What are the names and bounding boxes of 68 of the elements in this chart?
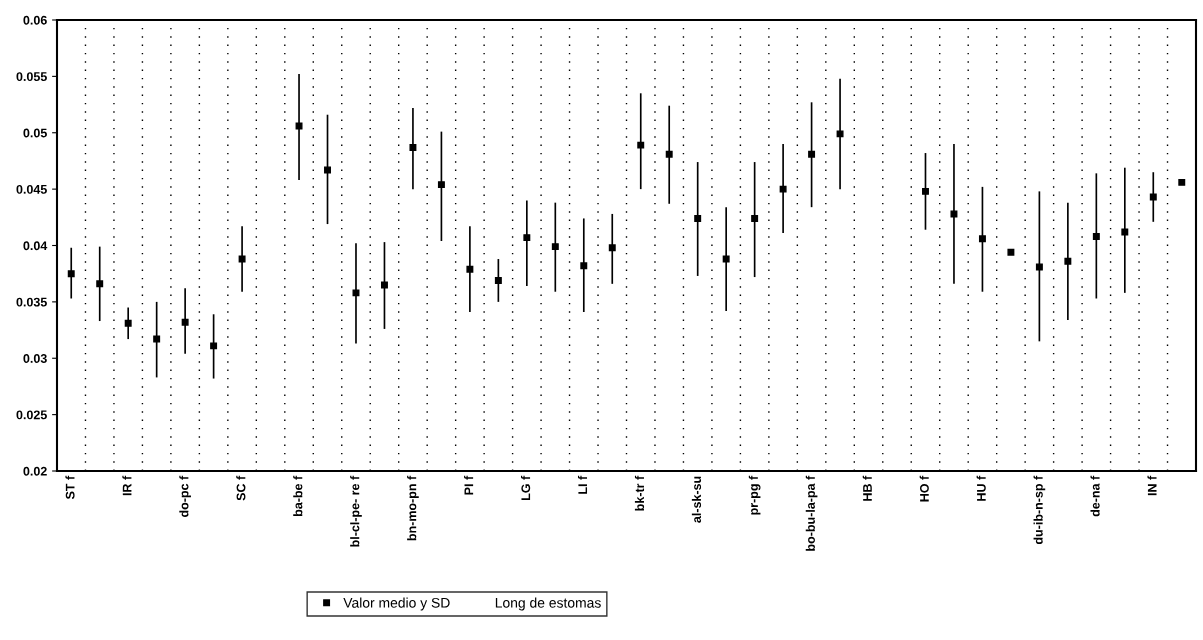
point — [124, 319, 132, 327]
y-tick-label: 0.03 — [23, 354, 47, 363]
x-tick-label: SC f — [236, 475, 246, 501]
point — [494, 276, 502, 284]
point — [295, 122, 303, 130]
point — [722, 255, 730, 263]
point — [779, 185, 787, 193]
point — [437, 181, 445, 189]
y-tick-label: 0.055 — [16, 72, 47, 82]
point — [523, 234, 531, 242]
x-tick-label: bl-cl-pe- re f — [350, 475, 362, 547]
x-tick-label: PI f — [464, 475, 474, 495]
x-tick-label: do-pc f — [179, 475, 191, 517]
point — [324, 166, 331, 174]
point — [637, 141, 645, 149]
x-tick-label: du-ib-n-sp f — [1033, 475, 1046, 545]
point — [580, 262, 588, 270]
point — [67, 270, 75, 278]
x-tick-label: LG f — [521, 475, 531, 501]
x-tick-label: IR f — [122, 475, 132, 496]
point — [210, 342, 218, 350]
y-tick-label: 0.035 — [16, 297, 47, 307]
x-tick-label: ba-be f — [293, 475, 303, 517]
legend-label: Valor medio y SD — [343, 597, 450, 611]
point — [352, 289, 360, 297]
point — [1007, 248, 1015, 256]
point — [608, 244, 616, 252]
point — [751, 214, 759, 222]
y-tick-label: 0.05 — [23, 128, 47, 138]
y-tick-label: 0.025 — [16, 410, 47, 420]
point — [922, 187, 929, 195]
point — [1121, 228, 1129, 236]
point — [1092, 233, 1100, 240]
point — [1178, 178, 1186, 186]
point — [96, 280, 104, 288]
point — [1064, 257, 1072, 265]
x-tick-label: pr-pg f — [748, 475, 761, 515]
point — [665, 150, 673, 158]
point — [836, 130, 844, 138]
point — [466, 265, 474, 273]
point — [1149, 193, 1157, 201]
point — [950, 210, 958, 218]
point — [694, 214, 702, 222]
text: Long de estomas — [495, 597, 601, 611]
x-tick-label: al-sk-su — [691, 476, 702, 523]
point — [409, 143, 417, 151]
x-tick-label: HU f — [976, 475, 986, 501]
point — [808, 150, 816, 158]
x-tick-label: HO f — [919, 475, 929, 502]
x-tick-label: bk-tr f — [634, 475, 645, 511]
y-tick-label: 0.04 — [23, 241, 48, 251]
x-tick-label: ST f — [65, 475, 75, 500]
point — [181, 318, 189, 326]
point — [153, 335, 161, 343]
x-tick-label: HB f — [862, 475, 872, 501]
x-tick-label: bn-mo-pn f — [407, 475, 419, 541]
y-tick-label: 0.06 — [23, 15, 47, 25]
x-tick-label: bo-bu-la-pa f — [805, 475, 818, 551]
point — [1035, 263, 1043, 271]
y-tick-label: 0.02 — [23, 466, 47, 476]
x-tick-label: IN f — [1147, 475, 1157, 496]
point — [380, 281, 388, 289]
point — [551, 243, 559, 251]
point — [238, 255, 246, 263]
x-tick-label: LI f — [577, 475, 588, 494]
y-tick-label: 0.045 — [16, 184, 47, 194]
x-tick-label: de-na f — [1090, 475, 1100, 517]
point — [978, 235, 986, 243]
